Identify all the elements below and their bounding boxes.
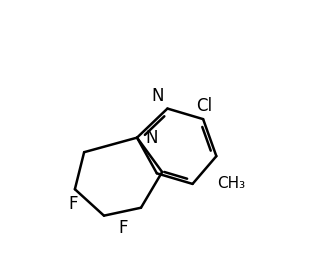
Text: N: N — [145, 129, 158, 147]
Text: F: F — [119, 219, 128, 237]
Text: CH₃: CH₃ — [217, 176, 245, 191]
Text: F: F — [69, 195, 78, 213]
Text: Cl: Cl — [196, 97, 212, 115]
Text: N: N — [152, 87, 164, 105]
